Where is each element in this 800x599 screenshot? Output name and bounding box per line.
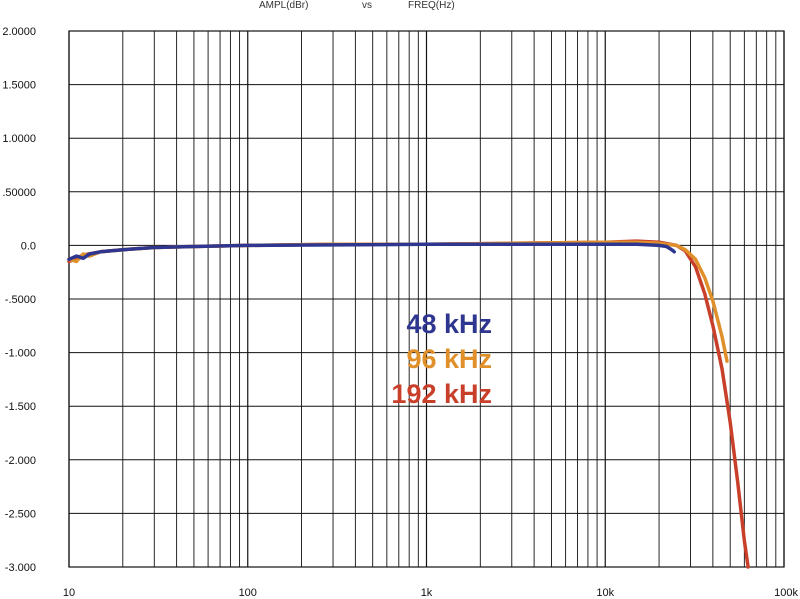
chart-header-x-quantity: FREQ(Hz): [408, 0, 455, 11]
y-tick-label: 1.5000: [2, 80, 36, 92]
chart-header-y-quantity: AMPL(dBr): [259, 0, 309, 11]
series-lines: [67, 239, 750, 569]
x-tick-label: 1k: [421, 587, 433, 599]
legend-entry: 96 kHz: [406, 344, 492, 374]
y-tick-label: .50000: [2, 187, 36, 199]
series-line-96-khz: [67, 240, 729, 363]
x-tick-label: 100: [239, 587, 257, 599]
y-tick-label: -3.000: [5, 562, 36, 574]
y-tick-label: -1.000: [5, 348, 36, 360]
y-tick-label: -1.500: [5, 401, 36, 413]
y-tick-label: -.5000: [5, 294, 36, 306]
y-tick-labels: 2.0000 1.5000 1.0000 .50000 0.0 -.5000 -1.000 -…: [2, 26, 36, 574]
y-tick-label: -2.500: [5, 508, 36, 520]
x-tick-label: 10k: [596, 587, 614, 599]
series-line-48-khz: [67, 242, 676, 262]
legend-entry: 192 kHz: [391, 379, 492, 409]
y-tick-label: 1.0000: [2, 133, 36, 145]
chart-header-vs: vs: [362, 0, 372, 11]
x-tick-label: 100k: [774, 587, 798, 599]
legend-entry: 48 kHz: [406, 309, 492, 339]
grid: [68, 30, 785, 568]
x-tick-label: 10: [63, 587, 75, 599]
legend: 48 kHz 96 kHz 192 kHz: [391, 309, 492, 409]
x-tick-labels: 10 100 1k 10k 100k: [63, 587, 799, 599]
y-tick-label: 0.0: [21, 240, 36, 252]
y-tick-label: -2.000: [5, 455, 36, 467]
y-tick-label: 2.0000: [2, 26, 36, 38]
